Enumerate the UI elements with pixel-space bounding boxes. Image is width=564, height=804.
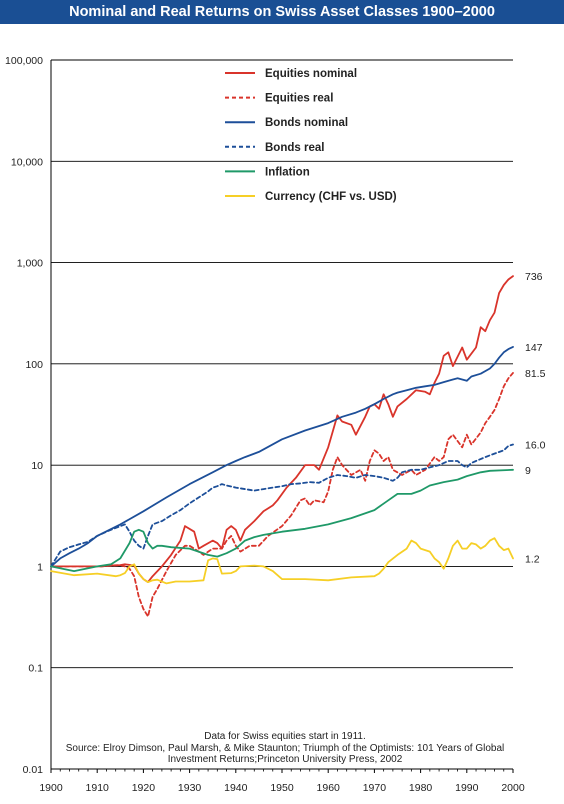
x-tick-label: 1940 [224,782,248,794]
end-value-label: 736 [525,271,543,283]
series-layer [50,275,514,618]
legend-label: Inflation [265,166,310,178]
x-tick-label: 2000 [501,782,525,794]
end-labels: 736 81.5 147 16.0 9 1.2 [525,271,546,565]
series-line-bonds-real [50,443,514,568]
legend-label: Equities real [265,93,333,105]
footer: Data for Swiss equities start in 1911.So… [66,731,505,765]
legend-label: Bonds nominal [265,117,348,129]
x-tick-label: 1970 [363,782,387,794]
x-tick-label: 1990 [455,782,479,794]
legend-label: Bonds real [265,142,324,154]
series-line-bonds-nominal [50,345,514,568]
series-line-inflation [50,468,514,572]
x-tick-label: 1950 [270,782,294,794]
x-tick-label: 1960 [317,782,341,794]
x-tick-label: 1980 [409,782,433,794]
legend-label: Equities nominal [265,68,357,80]
x-tick-label: 1920 [132,782,156,794]
footer-line: Investment Returns;Princeton University … [168,754,403,765]
series-line-equities-real [50,371,514,618]
end-value-label: 16.0 [525,439,546,451]
y-tick-label: 0.1 [28,663,43,675]
legend-layer: Equities nominal Equities real Bonds nomin… [225,68,397,203]
end-value-label: 9 [525,465,531,477]
axis-layer: 100,000 10,000 1,000 100 10 1 0.1 0.01 1900 1910 1… [5,55,525,794]
y-tick-label: 10 [31,460,43,472]
end-value-label: 81.5 [525,368,546,380]
chart-title: Nominal and Real Returns on Swiss Asset … [69,4,495,20]
y-tick-label: 100,000 [5,55,43,67]
grid-layer [51,59,513,770]
x-tick-label: 1910 [86,782,110,794]
end-value-label: 147 [525,342,543,354]
title-bar [0,0,564,24]
y-tick-label: 100 [25,359,43,371]
y-tick-label: 1,000 [17,258,43,270]
x-tick-label: 1900 [39,782,63,794]
end-value-label: 1.2 [525,553,540,565]
series-line-currency-chf-vs-usd [50,537,514,585]
y-tick-label: 10,000 [11,156,43,168]
x-tick-label: 1930 [178,782,202,794]
y-tick-label: 0.01 [23,764,44,776]
y-tick-label: 1 [37,561,43,573]
series-line-equities-nominal [50,275,514,583]
footer-line: Source: Elroy Dimson, Paul Marsh, & Mike… [66,743,505,754]
legend-label: Currency (CHF vs. USD) [265,191,397,203]
footer-line: Data for Swiss equities start in 1911. [204,731,366,742]
